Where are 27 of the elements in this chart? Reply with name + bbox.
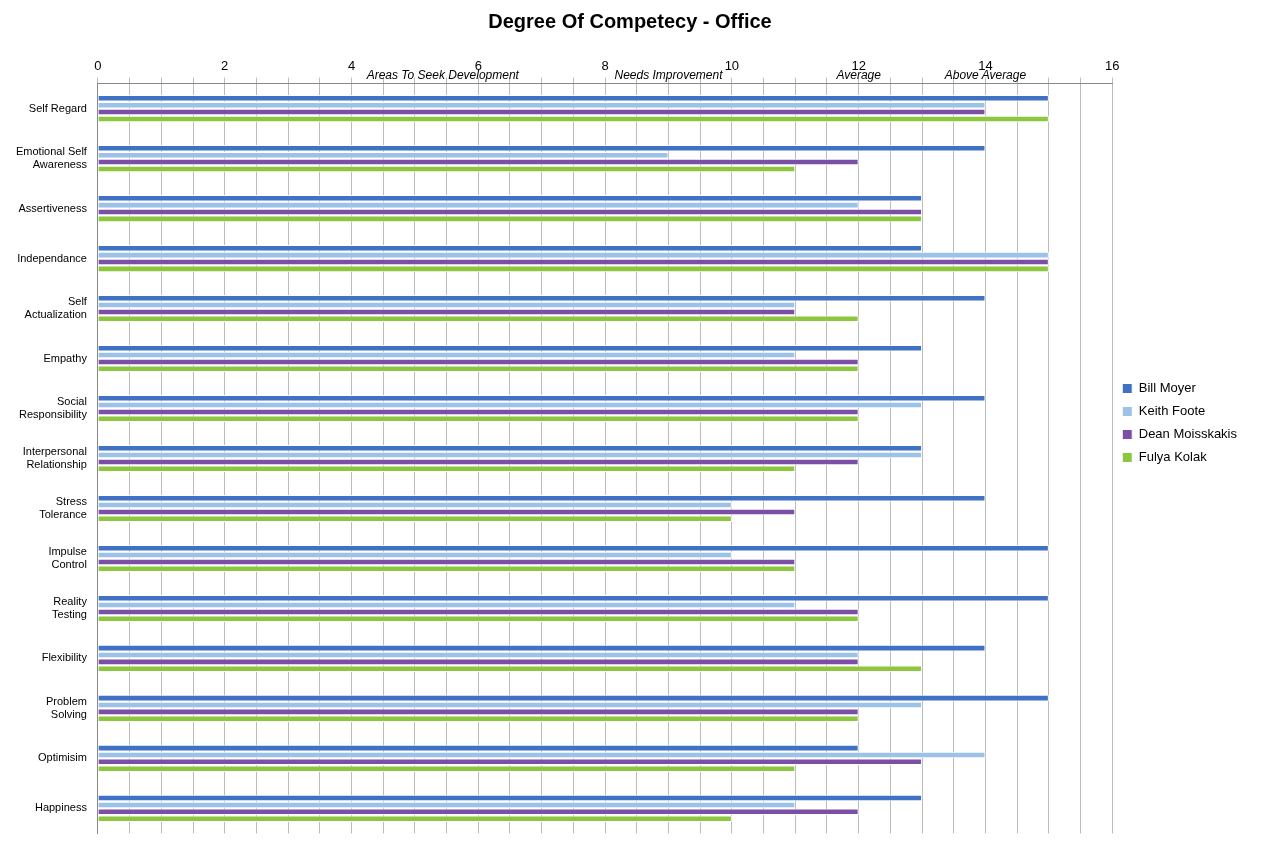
y-tick-label: Assertiveness	[18, 201, 88, 214]
legend-label: Fulya Kolak	[1138, 449, 1208, 465]
y-tick-label: Stress Tolerance	[39, 494, 88, 521]
x-tick-label: 0	[94, 58, 102, 74]
y-tick-label: Independance	[17, 251, 87, 264]
y-tick-label: Interpersonal Relationship	[22, 444, 87, 471]
x-tick-label: 2	[221, 58, 229, 74]
x-tick-label: 10	[724, 58, 740, 74]
text: Needs Improvement	[614, 67, 724, 82]
y-tick-label: Happiness	[34, 801, 88, 814]
chart-title: Degree Of Competecy - Office	[488, 9, 772, 32]
y-tick-label: Self Actualization	[24, 294, 88, 321]
y-tick-label: Optimisim	[38, 751, 87, 764]
y-tick-label: Self Regard	[28, 101, 87, 114]
x-tick-label: 8	[601, 58, 609, 74]
x-tick-label: 16	[1105, 58, 1120, 74]
legend-label: Bill Moyer	[1138, 380, 1197, 396]
y-tick-label: Social Responsibility	[19, 394, 88, 421]
legend-label: Keith Foote	[1138, 403, 1206, 419]
y-tick-label: Problem Solving	[45, 694, 87, 721]
x-tick-label: 4	[347, 58, 356, 74]
y-tick-label: Reality Testing	[52, 594, 88, 621]
y-tick-label: Empathy	[43, 351, 88, 364]
y-tick-label: Emotional Self Awareness	[15, 145, 88, 171]
y-tick-label: Flexibility	[41, 651, 88, 664]
y-tick-label: Impulse Control	[48, 544, 87, 571]
legend-label: Dean Moisskakis	[1138, 426, 1238, 442]
